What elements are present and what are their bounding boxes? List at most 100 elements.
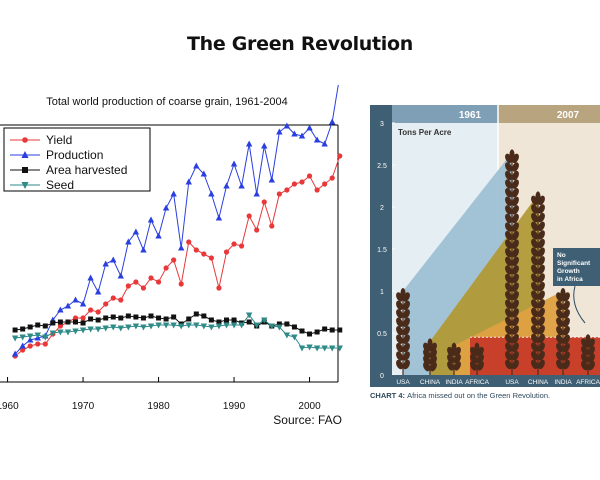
grain-left [531, 247, 538, 257]
grain-left [531, 281, 538, 292]
data-point [208, 317, 214, 323]
data-point [140, 324, 147, 331]
grain-right [454, 361, 461, 371]
annotation-box [553, 248, 600, 286]
data-point [276, 128, 283, 135]
grain-left [505, 282, 512, 292]
grain-right [538, 273, 545, 283]
data-point [42, 334, 49, 341]
grain-left [556, 300, 563, 311]
grain-left [505, 256, 512, 267]
data-point [185, 178, 192, 185]
data-point [246, 319, 252, 325]
grain-left [531, 325, 538, 335]
data-point [230, 322, 238, 329]
grain-right [538, 359, 545, 370]
annotation-line: No [557, 252, 566, 259]
data-point [155, 279, 162, 285]
data-point [261, 199, 267, 205]
grain-right [403, 317, 410, 328]
wheat-2007-usa [505, 149, 519, 375]
grain-left [505, 248, 512, 258]
data-point [321, 345, 328, 352]
grain-right [403, 300, 410, 311]
grain-right [512, 230, 519, 241]
legend-label: Yield [46, 133, 72, 147]
chart-title: Total world production of coarse grain, … [46, 96, 288, 108]
legend-marker [21, 151, 29, 158]
data-point [87, 274, 94, 281]
legend-box [3, 127, 151, 192]
data-point [298, 345, 306, 352]
grain-top [535, 191, 541, 202]
grain-left [556, 334, 563, 344]
data-point [42, 341, 48, 347]
region-label-1961: AFRICA [465, 379, 490, 386]
data-point [291, 324, 297, 330]
y-tick-label: 0.5 [377, 331, 387, 338]
data-point [72, 328, 79, 335]
data-point [147, 216, 155, 223]
data-point [125, 324, 132, 331]
grain-left [505, 188, 512, 198]
data-point [72, 315, 79, 321]
data-point [201, 313, 207, 319]
grain-top [585, 334, 591, 345]
grain-right [512, 239, 519, 249]
grain-right [512, 162, 519, 172]
data-point [253, 322, 260, 329]
data-point [283, 332, 291, 339]
grain-left [581, 360, 588, 371]
grain-right [512, 333, 519, 344]
data-point [171, 257, 177, 263]
grain-top [427, 338, 433, 349]
grain-right [538, 325, 545, 335]
source-note: Source: FAO [273, 413, 342, 427]
grain-left [505, 222, 512, 232]
data-point [140, 285, 147, 291]
grain-right [538, 247, 545, 257]
grain-left [531, 256, 538, 266]
data-point [291, 334, 298, 341]
data-point [284, 187, 290, 193]
x-tick-label: 1970 [72, 401, 95, 412]
data-point [110, 256, 117, 263]
data-point [178, 244, 185, 251]
legend-label: Area harvested [46, 163, 127, 177]
grain-right [512, 273, 519, 284]
data-point [329, 327, 335, 333]
grain-left [396, 359, 403, 370]
data-point [80, 320, 86, 326]
data-point [156, 315, 162, 321]
grain-right [403, 351, 410, 361]
grain-right [512, 188, 519, 198]
data-point [27, 324, 33, 330]
grain-right [563, 300, 570, 311]
grain-left [505, 325, 512, 335]
period-header-2007 [498, 105, 600, 123]
data-point [65, 319, 71, 325]
annotation-line: Significant [557, 260, 591, 267]
grain-right [512, 316, 519, 327]
page-title: The Green Revolution [186, 33, 414, 55]
y-tick-label: 3 [380, 121, 384, 128]
grain-right [512, 265, 519, 275]
grain-right [403, 326, 410, 336]
data-point [276, 321, 282, 327]
data-point [178, 323, 185, 330]
grain-right [538, 342, 545, 352]
data-point [208, 255, 214, 261]
grain-left [505, 170, 512, 181]
data-point [186, 239, 192, 245]
right-area-chart: 1961 2007 Tons Per Acre 3 2.5 2 1.5 1 0.5 0 USA USA… [370, 105, 600, 400]
data-point [306, 173, 313, 179]
data-point [337, 327, 343, 333]
grain-left [556, 309, 563, 319]
data-point [95, 317, 101, 323]
grain-right [477, 361, 484, 371]
grain-left [531, 316, 538, 326]
grain-left [556, 342, 563, 353]
data-point [27, 333, 34, 340]
y-axis-band [370, 105, 392, 387]
region-label-2007: CHINA [528, 379, 549, 386]
